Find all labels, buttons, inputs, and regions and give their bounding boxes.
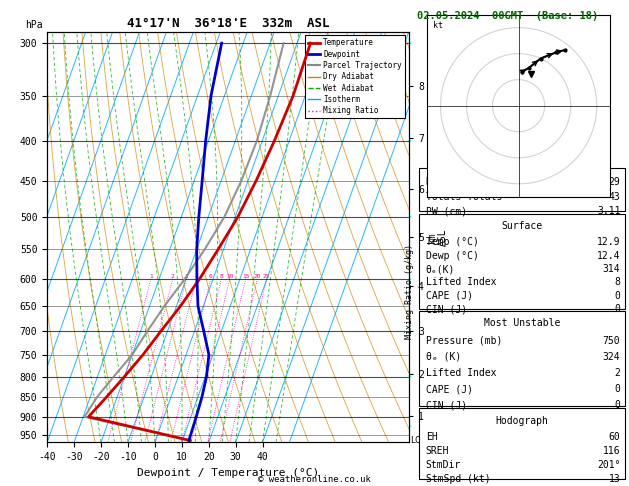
Text: 0: 0 bbox=[615, 291, 620, 301]
Text: SREH: SREH bbox=[426, 446, 449, 456]
Text: 8: 8 bbox=[615, 278, 620, 288]
Text: 8: 8 bbox=[220, 274, 223, 279]
Text: 2: 2 bbox=[171, 274, 175, 279]
Text: 10: 10 bbox=[226, 274, 233, 279]
Text: Surface: Surface bbox=[501, 221, 543, 231]
Bar bbox=[420, 168, 625, 211]
Text: EH: EH bbox=[426, 432, 438, 442]
Text: 20: 20 bbox=[253, 274, 261, 279]
Text: Dewp (°C): Dewp (°C) bbox=[426, 251, 479, 261]
Text: 201°: 201° bbox=[597, 460, 620, 470]
Y-axis label: km
ASL: km ASL bbox=[426, 228, 448, 246]
X-axis label: Dewpoint / Temperature (°C): Dewpoint / Temperature (°C) bbox=[137, 468, 319, 478]
Text: Lifted Index: Lifted Index bbox=[426, 278, 496, 288]
Text: 750: 750 bbox=[603, 336, 620, 346]
Text: 12.4: 12.4 bbox=[597, 251, 620, 261]
Bar bbox=[420, 408, 625, 479]
Legend: Temperature, Dewpoint, Parcel Trajectory, Dry Adiabat, Wet Adiabat, Isotherm, Mi: Temperature, Dewpoint, Parcel Trajectory… bbox=[305, 35, 405, 118]
Text: 3.11: 3.11 bbox=[597, 207, 620, 216]
Text: Most Unstable: Most Unstable bbox=[484, 318, 560, 329]
Text: hPa: hPa bbox=[25, 19, 43, 30]
Text: K: K bbox=[426, 177, 431, 187]
Text: CAPE (J): CAPE (J) bbox=[426, 291, 473, 301]
Text: θₑ (K): θₑ (K) bbox=[426, 352, 461, 362]
Text: Pressure (mb): Pressure (mb) bbox=[426, 336, 502, 346]
Text: 15: 15 bbox=[242, 274, 250, 279]
Bar bbox=[420, 311, 625, 406]
Text: StmDir: StmDir bbox=[426, 460, 461, 470]
Text: CAPE (J): CAPE (J) bbox=[426, 384, 473, 394]
Bar bbox=[420, 214, 625, 309]
Title: 41°17'N  36°18'E  332m  ASL: 41°17'N 36°18'E 332m ASL bbox=[127, 17, 329, 31]
Text: 314: 314 bbox=[603, 264, 620, 274]
Text: © weatheronline.co.uk: © weatheronline.co.uk bbox=[258, 474, 371, 484]
Text: 0: 0 bbox=[615, 304, 620, 314]
Text: 02.05.2024  00GMT  (Base: 18): 02.05.2024 00GMT (Base: 18) bbox=[417, 11, 598, 21]
Text: kt: kt bbox=[433, 20, 443, 30]
Text: 12.9: 12.9 bbox=[597, 237, 620, 247]
Text: CIN (J): CIN (J) bbox=[426, 304, 467, 314]
Text: 6: 6 bbox=[209, 274, 213, 279]
Text: 43: 43 bbox=[609, 192, 620, 202]
Text: 2: 2 bbox=[615, 368, 620, 378]
Text: 60: 60 bbox=[609, 432, 620, 442]
Text: 324: 324 bbox=[603, 352, 620, 362]
Text: CIN (J): CIN (J) bbox=[426, 400, 467, 410]
Text: Lifted Index: Lifted Index bbox=[426, 368, 496, 378]
Text: StmSpd (kt): StmSpd (kt) bbox=[426, 474, 491, 484]
Text: Temp (°C): Temp (°C) bbox=[426, 237, 479, 247]
Text: Hodograph: Hodograph bbox=[496, 416, 548, 426]
Text: 4: 4 bbox=[194, 274, 198, 279]
Text: 13: 13 bbox=[609, 474, 620, 484]
Text: 25: 25 bbox=[263, 274, 270, 279]
Text: 0: 0 bbox=[615, 384, 620, 394]
Text: 0: 0 bbox=[615, 400, 620, 410]
Text: 29: 29 bbox=[609, 177, 620, 187]
Text: 1: 1 bbox=[149, 274, 153, 279]
Text: 3: 3 bbox=[184, 274, 188, 279]
Text: 116: 116 bbox=[603, 446, 620, 456]
Text: LCL: LCL bbox=[409, 436, 425, 445]
Text: Totals Totals: Totals Totals bbox=[426, 192, 502, 202]
Text: θₑ(K): θₑ(K) bbox=[426, 264, 455, 274]
Text: PW (cm): PW (cm) bbox=[426, 207, 467, 216]
Text: Mixing Ratio (g/kg): Mixing Ratio (g/kg) bbox=[405, 244, 414, 339]
